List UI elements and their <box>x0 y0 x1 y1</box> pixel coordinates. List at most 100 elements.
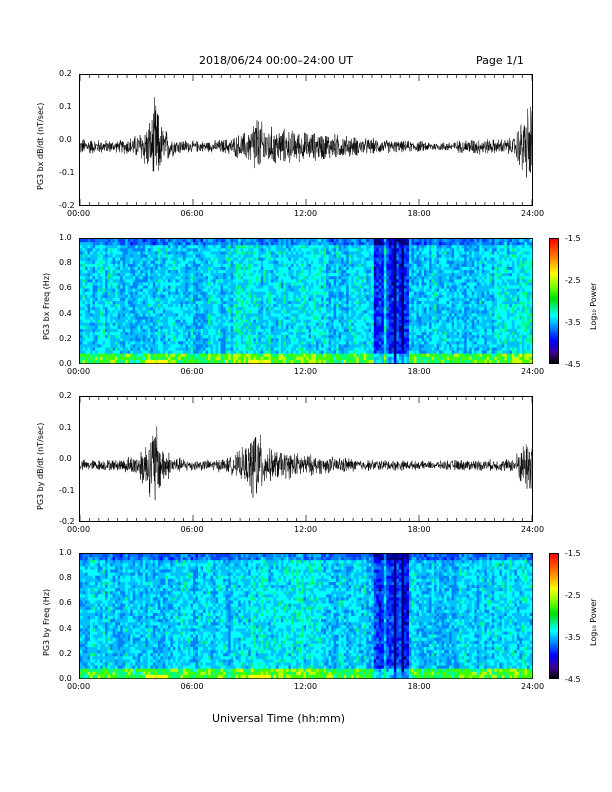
heatmap-cell <box>265 251 269 255</box>
heatmap-cell <box>147 338 151 342</box>
heatmap-cell <box>288 251 292 255</box>
heatmap-cell <box>285 242 289 246</box>
heatmap-cell <box>142 248 146 252</box>
heatmap-cell <box>366 248 370 252</box>
heatmap-cell <box>185 313 189 317</box>
heatmap-cell <box>341 301 344 305</box>
heatmap-cell <box>218 251 221 255</box>
heatmap-cell <box>213 325 216 330</box>
heatmap-cell <box>107 335 111 339</box>
heatmap-cell <box>137 276 141 280</box>
heatmap-cell <box>303 335 307 339</box>
heatmap-cell <box>265 282 269 286</box>
heatmap-cell <box>283 266 287 271</box>
heatmap-cell <box>150 304 154 308</box>
heatmap-cell <box>308 291 312 296</box>
heatmap-cell <box>230 285 234 289</box>
heatmap-cell <box>190 325 194 330</box>
heatmap-cell <box>155 279 159 283</box>
heatmap-cell <box>162 248 166 252</box>
heatmap-cell <box>200 347 204 351</box>
heatmap-cell <box>220 282 224 286</box>
heatmap-cell <box>248 270 252 274</box>
heatmap-cell <box>245 297 249 302</box>
heatmap-cell <box>198 353 201 358</box>
heatmap-cell <box>198 291 201 296</box>
heatmap-cell <box>175 260 179 265</box>
heatmap-cell <box>182 242 186 246</box>
heatmap-cell <box>132 356 136 361</box>
heatmap-cell <box>223 266 226 271</box>
heatmap-cell <box>288 239 292 243</box>
heatmap-cell <box>205 273 209 277</box>
heatmap-cell <box>117 332 121 336</box>
heatmap-cell <box>92 359 96 364</box>
heatmap-cell <box>85 325 88 330</box>
heatmap-cell <box>336 248 339 252</box>
heatmap-cell <box>195 307 199 311</box>
heatmap-cell <box>245 335 249 339</box>
heatmap-cell <box>90 313 93 317</box>
heatmap-cell <box>363 353 367 358</box>
heatmap-cell <box>283 263 287 268</box>
heatmap-cell <box>238 242 242 246</box>
heatmap-cell <box>200 356 204 361</box>
heatmap-cell <box>115 350 118 354</box>
heatmap-cell <box>280 251 284 255</box>
heatmap-cell <box>318 297 322 302</box>
heatmap-cell <box>100 332 103 336</box>
heatmap-cell <box>313 291 317 296</box>
heatmap-cell <box>110 294 113 299</box>
heatmap-cell <box>273 288 277 292</box>
heatmap-cell <box>280 266 284 271</box>
heatmap-cell <box>268 294 272 299</box>
heatmap-cell <box>258 239 262 243</box>
heatmap-cell <box>218 242 221 246</box>
heatmap-cell <box>162 245 166 249</box>
heatmap-cell <box>172 310 176 314</box>
heatmap-cell <box>363 347 367 351</box>
heatmap-cell <box>150 307 154 311</box>
heatmap-cell <box>263 285 267 289</box>
heatmap-cell <box>135 350 139 354</box>
heatmap-cell <box>333 341 337 345</box>
heatmap-cell <box>185 254 189 258</box>
heatmap-cell <box>306 350 309 354</box>
heatmap-cell <box>316 273 319 277</box>
heatmap-cell <box>338 301 342 305</box>
heatmap-cell <box>348 301 352 305</box>
heatmap-cell <box>275 335 279 339</box>
heatmap-cell <box>336 338 339 342</box>
heatmap-cell <box>198 313 201 317</box>
heatmap-cell <box>303 294 307 299</box>
heatmap-cell <box>338 297 342 302</box>
heatmap-cell <box>130 350 134 354</box>
heatmap-cell <box>110 307 113 311</box>
heatmap-cell <box>235 344 239 348</box>
heatmap-cell <box>157 266 161 271</box>
heatmap-cell <box>150 263 154 268</box>
heatmap-cell <box>120 248 123 252</box>
heatmap-cell <box>343 254 347 258</box>
heatmap-cell <box>321 245 324 249</box>
heatmap-cell <box>243 285 247 289</box>
heatmap-cell <box>175 266 179 271</box>
heatmap-cell <box>195 245 199 249</box>
heatmap-cell <box>125 276 129 280</box>
heatmap-cell <box>243 291 247 296</box>
heatmap-cell <box>213 328 216 333</box>
heatmap-cell <box>316 344 319 348</box>
heatmap-cell <box>288 322 292 327</box>
heatmap-cell <box>152 310 156 314</box>
heatmap-cell <box>321 242 324 246</box>
heatmap-cell <box>300 239 304 243</box>
heatmap-cell <box>95 301 98 305</box>
heatmap-cell <box>250 279 254 283</box>
heatmap-cell <box>85 322 88 327</box>
heatmap-cell <box>137 344 141 348</box>
heatmap-cell <box>122 328 126 333</box>
heatmap-cell <box>311 248 314 252</box>
heatmap-cell <box>308 282 312 286</box>
heatmap-cell <box>371 270 375 274</box>
heatmap-cell <box>172 273 176 277</box>
